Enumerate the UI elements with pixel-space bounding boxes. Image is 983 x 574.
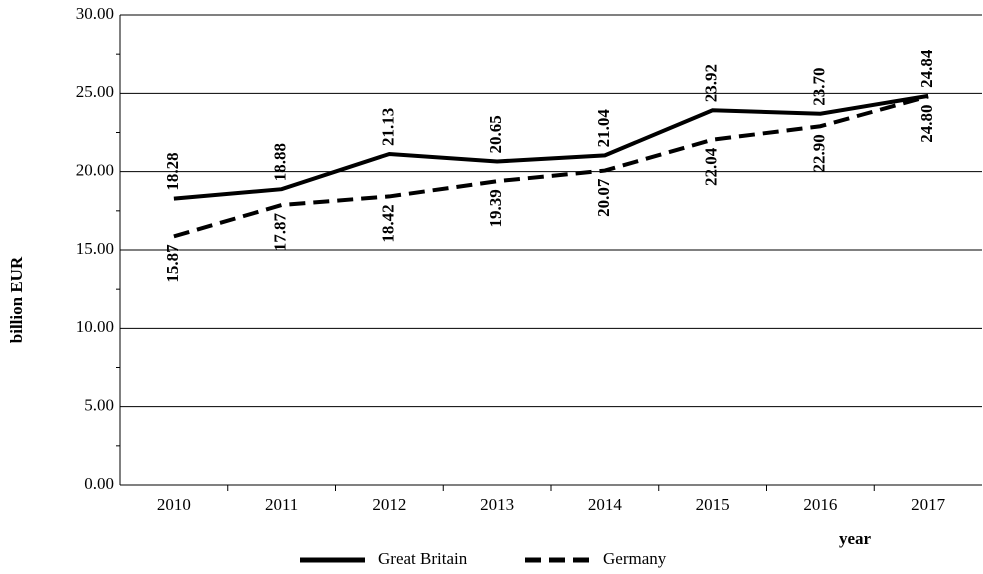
data-label: 21.04: [594, 109, 613, 148]
data-label: 23.92: [702, 64, 721, 102]
y-tick-label: 15.00: [76, 239, 114, 258]
data-label: 19.39: [486, 189, 505, 227]
x-tick-label: 2013: [480, 495, 514, 514]
y-tick-label: 30.00: [76, 4, 114, 23]
data-label: 23.70: [809, 67, 828, 105]
line-series: [173, 93, 929, 201]
x-tick-label: 2016: [803, 495, 837, 514]
y-tick-label: 25.00: [76, 82, 114, 101]
data-label: 17.87: [271, 213, 290, 252]
data-label: 21.13: [378, 108, 397, 146]
data-label: 20.65: [486, 115, 505, 153]
data-label: 22.90: [809, 134, 828, 172]
legend-label: Great Britain: [378, 549, 468, 568]
x-tick-label: 2014: [588, 495, 623, 514]
data-label: 18.88: [271, 143, 290, 181]
y-tick-label: 0.00: [84, 474, 114, 493]
data-label: 24.80: [917, 104, 936, 142]
data-label: 22.04: [702, 147, 721, 186]
legend-label: Germany: [603, 549, 667, 568]
x-tick-label: 2012: [372, 495, 406, 514]
x-tick-label: 2010: [157, 495, 191, 514]
x-tick-label: 2015: [696, 495, 730, 514]
data-label: 24.84: [917, 49, 936, 88]
y-tick-label: 10.00: [76, 317, 114, 336]
line-series: [173, 94, 929, 239]
data-label: 18.42: [378, 204, 397, 242]
x-axis-label: year: [839, 529, 872, 548]
y-axis-label: billion EUR: [7, 256, 26, 343]
y-tick-label: 20.00: [76, 161, 114, 180]
data-label: 15.87: [163, 244, 182, 283]
data-label: 20.07: [594, 178, 613, 217]
y-tick-label: 5.00: [84, 396, 114, 415]
data-label: 18.28: [163, 152, 182, 190]
x-tick-label: 2017: [911, 495, 946, 514]
x-tick-label: 2011: [265, 495, 298, 514]
